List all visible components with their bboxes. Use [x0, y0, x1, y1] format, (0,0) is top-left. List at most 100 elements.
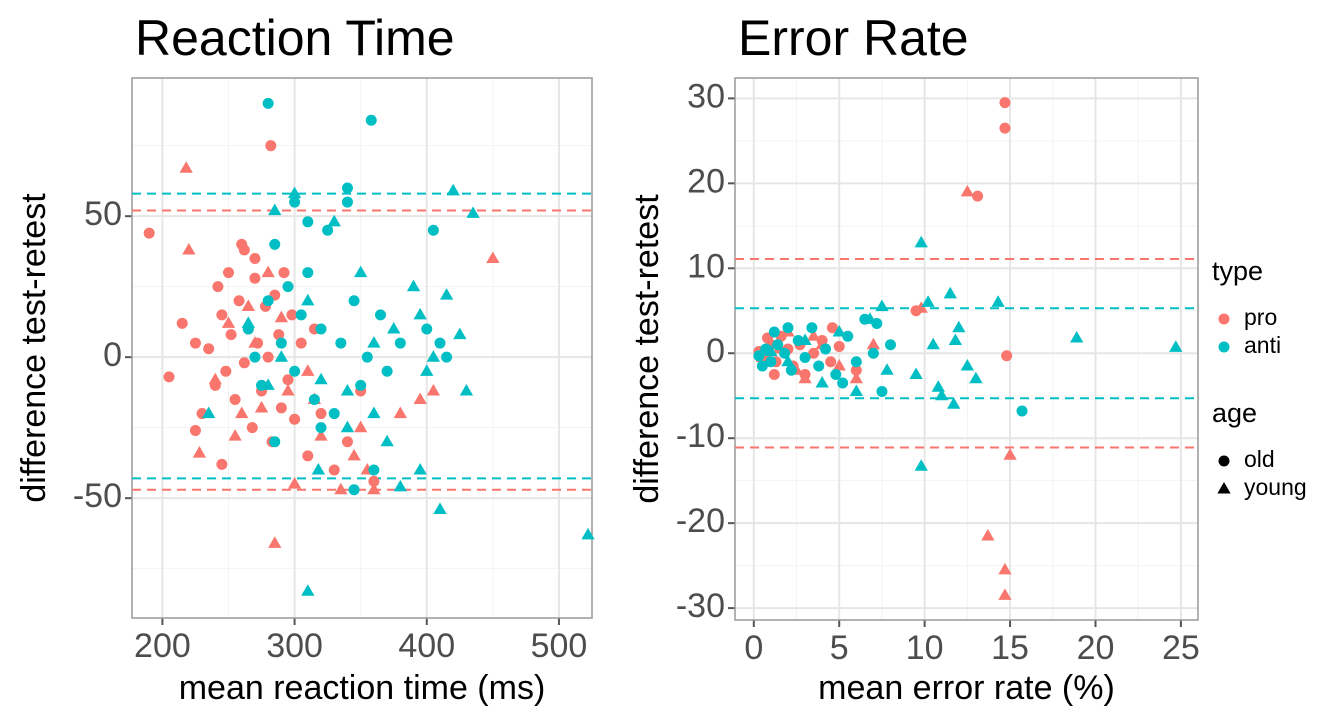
point — [265, 140, 277, 152]
point — [765, 356, 777, 368]
point — [1003, 448, 1017, 460]
point — [948, 333, 963, 346]
x-tick-label: 15 — [991, 629, 1029, 667]
point — [820, 343, 832, 355]
point — [466, 206, 480, 218]
point — [850, 364, 862, 376]
point — [308, 393, 320, 405]
point — [921, 295, 935, 307]
point — [208, 372, 222, 385]
point — [261, 378, 275, 390]
legend-key — [1218, 455, 1230, 467]
y-tick-label: -10 — [676, 417, 725, 455]
point — [798, 371, 812, 384]
point — [315, 323, 327, 335]
point — [914, 459, 928, 471]
point — [368, 475, 380, 487]
point — [341, 182, 353, 194]
point — [453, 327, 467, 340]
point — [238, 244, 250, 256]
point — [999, 97, 1011, 109]
point — [830, 368, 842, 380]
point — [875, 299, 889, 312]
point — [914, 301, 928, 313]
point — [248, 336, 262, 348]
point — [798, 333, 812, 346]
point — [202, 406, 216, 419]
x-tick-label: 200 — [134, 627, 191, 665]
point — [375, 309, 387, 321]
point — [753, 350, 765, 362]
point — [348, 295, 360, 307]
point — [947, 397, 961, 409]
x-tick-label: 20 — [1077, 629, 1115, 667]
point — [439, 288, 454, 300]
point — [420, 364, 434, 376]
y-tick-label: 10 — [687, 247, 725, 285]
y-tick-label: 50 — [84, 195, 122, 233]
point — [806, 329, 821, 341]
point — [335, 337, 347, 349]
legend-label: anti — [1244, 332, 1281, 358]
x-tick-label: 10 — [906, 629, 944, 667]
point — [176, 317, 188, 329]
legend-key — [1218, 313, 1230, 325]
point — [785, 364, 797, 376]
point — [328, 408, 340, 420]
point — [991, 295, 1005, 307]
point — [446, 183, 460, 196]
point — [347, 448, 361, 461]
point — [286, 309, 298, 321]
point — [182, 243, 196, 255]
point — [486, 251, 500, 264]
point — [884, 339, 896, 351]
point — [952, 320, 966, 333]
point — [768, 368, 780, 380]
point — [287, 477, 302, 489]
point — [233, 295, 245, 307]
point — [189, 424, 201, 436]
point — [413, 392, 427, 405]
panel — [735, 78, 1198, 620]
point — [225, 329, 237, 341]
point — [301, 364, 315, 376]
chart-title: Reaction Time — [135, 10, 455, 66]
point — [221, 316, 236, 328]
legend-title: age — [1212, 398, 1257, 428]
point — [235, 406, 249, 419]
point — [241, 316, 255, 328]
panel — [132, 78, 592, 618]
point — [772, 339, 784, 351]
point — [273, 329, 285, 341]
point — [972, 190, 984, 202]
point — [799, 351, 811, 363]
point — [867, 347, 879, 359]
point — [969, 371, 983, 384]
point — [301, 584, 315, 596]
point — [341, 196, 353, 208]
point — [327, 214, 341, 227]
x-tick-label: 400 — [398, 627, 455, 665]
point — [998, 562, 1012, 575]
y-axis-label: difference test-retest — [628, 194, 666, 504]
point — [427, 224, 439, 236]
point — [212, 281, 224, 293]
point — [998, 588, 1012, 600]
x-axis-label: mean error rate (%) — [818, 669, 1115, 707]
point — [274, 310, 289, 323]
point — [340, 420, 355, 433]
point — [282, 281, 294, 293]
point — [348, 484, 360, 496]
point — [960, 184, 975, 197]
x-tick-label: 500 — [531, 627, 588, 665]
point — [756, 360, 768, 372]
point — [960, 358, 975, 371]
point — [849, 371, 863, 384]
point — [413, 307, 427, 320]
point — [850, 356, 862, 368]
point — [999, 122, 1011, 134]
y-tick-label: -50 — [73, 477, 122, 515]
point — [825, 356, 837, 368]
y-tick-label: 0 — [706, 332, 725, 370]
